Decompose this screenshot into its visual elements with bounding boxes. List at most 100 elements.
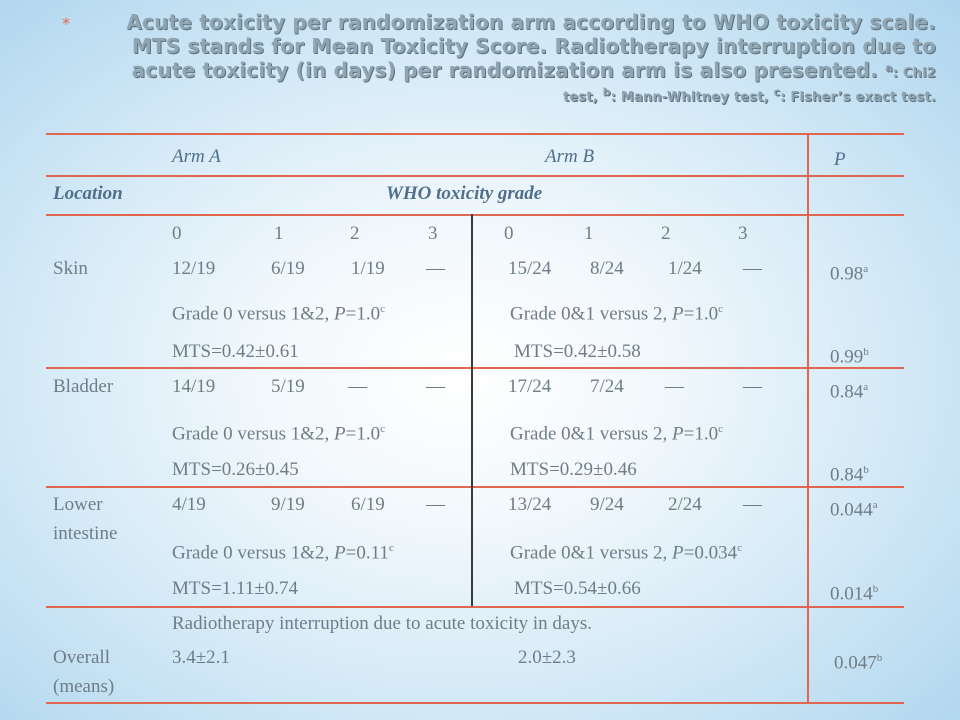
skin-b-comparison: Grade 0&1 versus 2, P=1.0c [510, 298, 723, 325]
note-b-marker: b [602, 85, 611, 99]
lower-a-comparison-value: =0.11 [345, 542, 389, 564]
skin-p-mw: 0.99b [830, 341, 869, 368]
title-line-2: MTS stands for Mean Toxicity Score. Radi… [131, 34, 936, 58]
skin-a-comparison-value: =1.0 [345, 303, 381, 325]
title-line-3-text: acute toxicity (in days) per randomizati… [131, 58, 878, 82]
note-b-text: : Mann-Whitney test, [610, 90, 774, 105]
bladder-b-mts: MTS=0.29±0.46 [510, 459, 637, 480]
lower-intestine-label-2: intestine [53, 523, 118, 544]
lower-a-comparison: Grade 0 versus 1&2, P=0.11c [172, 537, 394, 564]
grade-a-2: 2 [350, 223, 360, 244]
arm-b-header: Arm B [545, 146, 595, 167]
table-rule-header [46, 175, 904, 177]
skin-a-comparison-p: P [334, 303, 346, 325]
grade-b-1: 1 [584, 223, 594, 244]
bladder-a-grade-0: 14/19 [172, 376, 216, 397]
skin-a-comparison-marker: c [380, 303, 385, 315]
skin-p-chi2: 0.98a [830, 258, 868, 285]
bladder-b-grade-1: 7/24 [590, 376, 624, 397]
who-grade-header: WHO toxicity grade [386, 183, 543, 204]
lower-a-mts: MTS=1.11±0.74 [172, 578, 299, 599]
lower-b-comparison-value: =0.034 [683, 542, 738, 564]
bladder-b-comparison-text: Grade 0&1 versus 2, [510, 423, 672, 445]
skin-a-comparison-text: Grade 0 versus 1&2, [172, 303, 334, 325]
skin-a-mts: MTS=0.42±0.61 [172, 341, 299, 362]
skin-a-grade-1: 6/19 [271, 258, 305, 279]
lower-p-mw: 0.014b [830, 578, 878, 605]
skin-a-grade-2: 1/19 [351, 258, 385, 279]
skin-label: Skin [53, 258, 88, 279]
skin-b-comparison-p: P [672, 303, 684, 325]
lower-p-mw-value: 0.014 [830, 583, 873, 605]
bladder-a-comparison-text: Grade 0 versus 1&2, [172, 423, 334, 445]
grade-b-0: 0 [504, 223, 514, 244]
table-rule-grade [46, 214, 904, 216]
lower-b-comparison-p: P [672, 542, 684, 564]
lower-a-comparison-marker: c [388, 542, 394, 554]
lower-b-grade-0: 13/24 [508, 494, 552, 515]
bladder-a-grade-1: 5/19 [271, 376, 305, 397]
lower-b-comparison-marker: c [737, 542, 742, 554]
skin-a-grade-0: 12/19 [172, 258, 216, 279]
bladder-p-mw: 0.84b [830, 459, 869, 486]
arm-divider [471, 214, 473, 606]
p-column-divider [807, 133, 809, 704]
lower-p-chi2: 0.044a [830, 494, 878, 521]
lower-p-chi2-marker: a [872, 499, 878, 511]
slide-title: Acute toxicity per randomization arm acc… [60, 10, 936, 110]
skin-b-grade-2: 1/24 [668, 258, 702, 279]
overall-b-mean: 2.0±2.3 [518, 647, 576, 668]
note-c-marker: c [773, 85, 781, 99]
lower-p-chi2-value: 0.044 [830, 499, 873, 521]
bladder-b-comparison-marker: c [718, 423, 723, 435]
grade-a-1: 1 [274, 223, 284, 244]
title-line-1: Acute toxicity per randomization arm acc… [126, 10, 936, 34]
skin-p-mw-value: 0.99 [830, 346, 864, 368]
bladder-p-mw-value: 0.84 [830, 464, 864, 486]
lower-b-grade-1: 9/24 [590, 494, 624, 515]
bullet-icon: * [62, 14, 70, 33]
bladder-b-comparison-p: P [672, 423, 684, 445]
lower-a-grade-2: 6/19 [351, 494, 385, 515]
title-line-4: test, b: Mann-Whitney test, c: Fisher’s … [60, 86, 936, 110]
skin-b-comparison-text: Grade 0&1 versus 2, [510, 303, 672, 325]
bladder-a-mts: MTS=0.26±0.45 [172, 459, 299, 480]
skin-b-grade-1: 8/24 [590, 258, 624, 279]
overall-label-1: Overall [53, 647, 110, 668]
lower-b-mts: MTS=0.54±0.66 [514, 578, 641, 599]
lower-p-mw-marker: b [872, 583, 879, 595]
bladder-p-chi2: 0.84a [830, 376, 868, 403]
bladder-a-comparison-p: P [334, 423, 346, 445]
lower-b-grade-2: 2/24 [668, 494, 702, 515]
skin-p-chi2-value: 0.98 [830, 263, 864, 285]
table-rule-bladder [46, 486, 904, 488]
grade-b-3: 3 [738, 223, 748, 244]
bladder-b-grade-0: 17/24 [508, 376, 552, 397]
lower-intestine-label-1: Lower [53, 494, 103, 515]
skin-b-comparison-value: =1.0 [683, 303, 719, 325]
p-header: P [834, 149, 846, 170]
title-line-3: acute toxicity (in days) per randomizati… [60, 58, 936, 86]
note-a-text: : Chi2 [892, 66, 936, 81]
lower-a-comparison-text: Grade 0 versus 1&2, [172, 542, 334, 564]
bladder-b-comparison-value: =1.0 [683, 423, 719, 445]
bladder-p-chi2-marker: a [863, 381, 869, 393]
bladder-a-comparison: Grade 0 versus 1&2, P=1.0c [172, 418, 385, 445]
skin-p-chi2-marker: a [863, 263, 869, 275]
overall-label-2: (means) [53, 676, 115, 697]
location-header: Location [53, 183, 123, 204]
skin-b-comparison-marker: c [718, 303, 723, 315]
skin-b-grade-3: — [743, 258, 762, 279]
grade-b-2: 2 [661, 223, 671, 244]
lower-a-comparison-p: P [334, 542, 346, 564]
skin-a-grade-3: — [426, 258, 445, 279]
bladder-b-comparison: Grade 0&1 versus 2, P=1.0c [510, 418, 723, 445]
table-rule-lower [46, 606, 904, 608]
skin-a-comparison: Grade 0 versus 1&2, P=1.0c [172, 298, 385, 325]
bladder-label: Bladder [53, 376, 114, 397]
lower-b-comparison-text: Grade 0&1 versus 2, [510, 542, 672, 564]
bladder-a-comparison-marker: c [380, 423, 385, 435]
table-rule-bottom [46, 702, 904, 704]
overall-p-marker: b [876, 652, 883, 664]
lower-a-grade-0: 4/19 [172, 494, 206, 515]
